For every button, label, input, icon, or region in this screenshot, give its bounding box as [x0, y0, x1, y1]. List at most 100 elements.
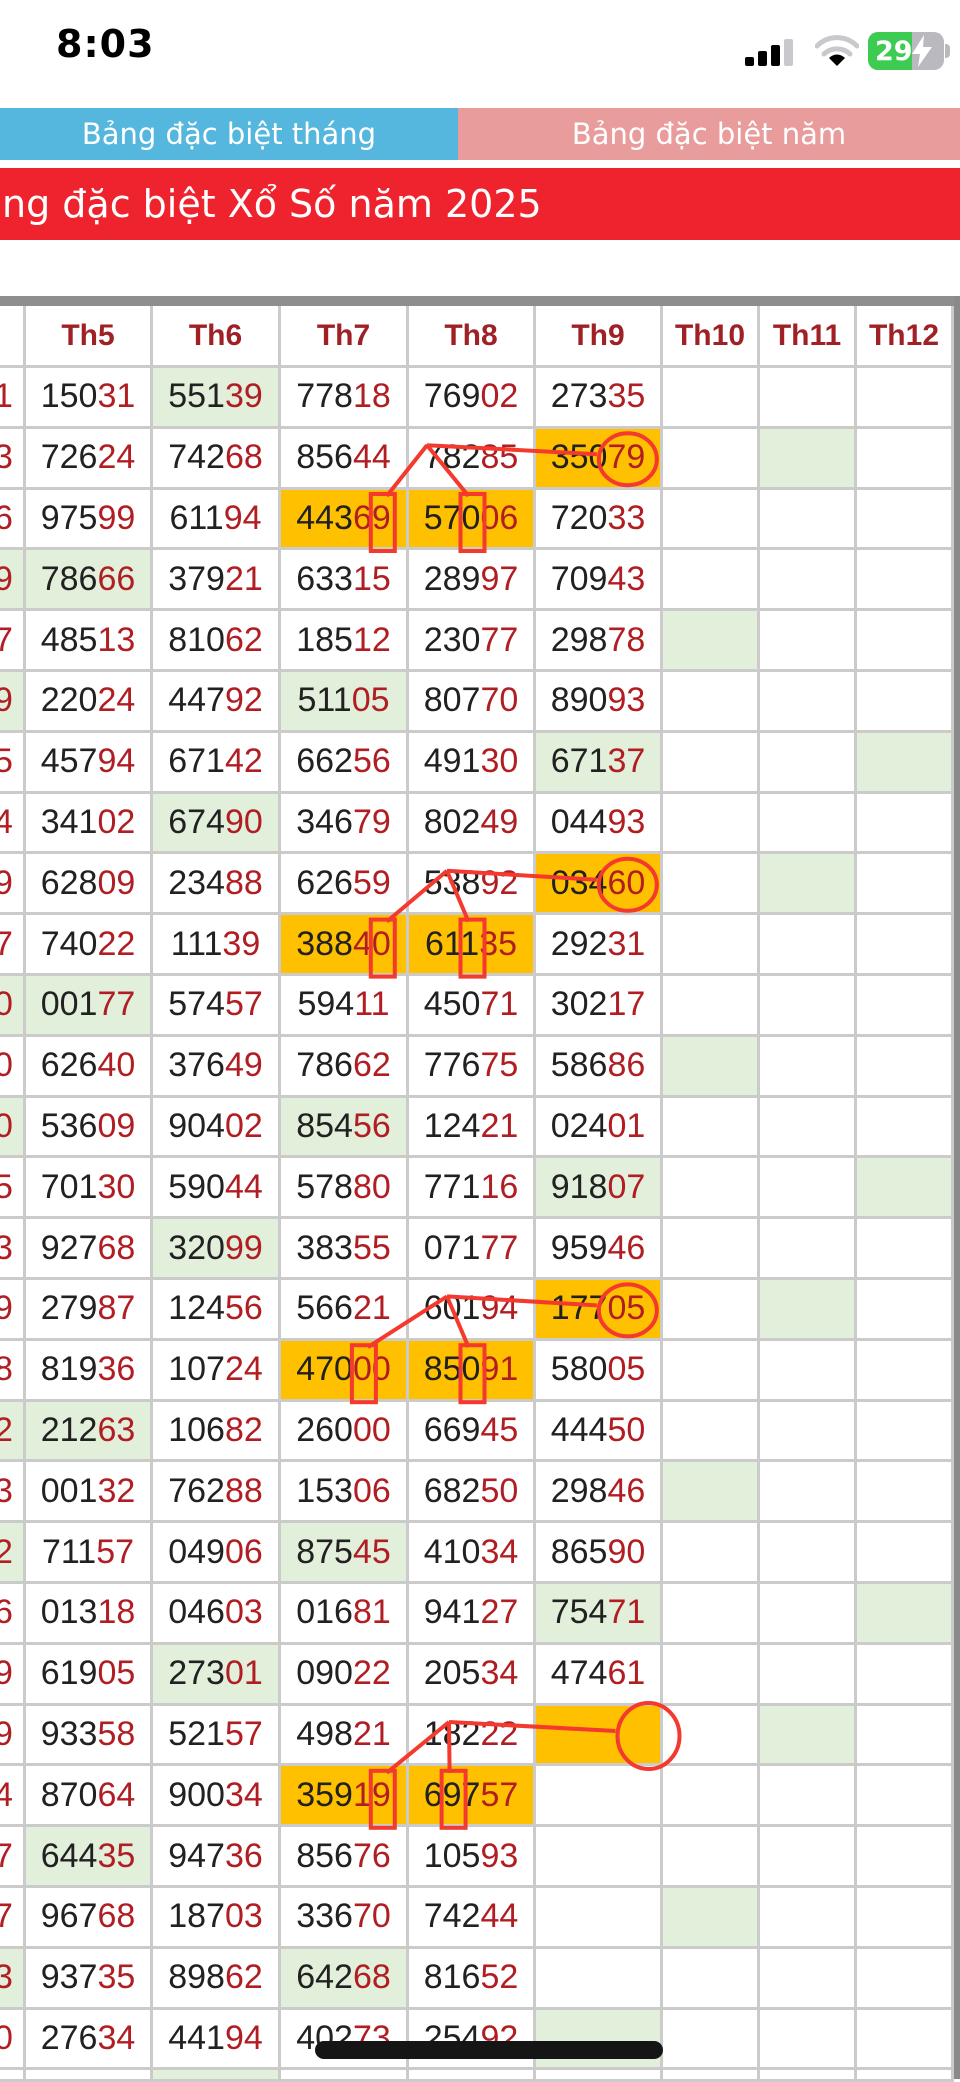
cell-r13-th7: 854 56	[281, 1097, 409, 1159]
cell-r11-partial: 0	[0, 975, 26, 1037]
cell-r7-th5: 457 94	[26, 732, 153, 794]
cell-r4-th7: 633 15	[281, 550, 409, 612]
cell-r7-partial: 5	[0, 732, 26, 794]
column-header-th10: Th10	[663, 306, 760, 368]
cell-r9-th7: 626 59	[281, 854, 409, 916]
cell-r23-th11	[760, 1705, 857, 1767]
cell-r20-th7: 875 45	[281, 1523, 409, 1584]
cell-r27-partial: 3	[0, 1948, 26, 2010]
cell-r4-th9: 709 43	[536, 550, 663, 612]
cell-r3-th5: 975 99	[26, 489, 153, 551]
cell-r19-th11	[760, 1462, 857, 1524]
cell-r10-th6: 111 39	[153, 915, 281, 976]
lightning-bolt-icon	[910, 35, 934, 72]
cell-r16-th9: 177 05	[536, 1279, 663, 1341]
scroll-indicator[interactable]	[315, 2041, 663, 2059]
cell-r11-th12	[857, 975, 954, 1037]
cell-r1-th12	[857, 368, 954, 429]
cell-r5-th10	[663, 611, 760, 672]
cell-r12-partial: 0	[0, 1036, 26, 1098]
cell-r21-th6: 046 03	[153, 1583, 281, 1645]
cell-r10-th7: 388 40	[281, 915, 409, 976]
cell-r14-th9: 918 07	[536, 1158, 663, 1220]
cell-r8-th8: 802 49	[409, 793, 536, 855]
cell-r20-th9: 865 90	[536, 1523, 663, 1584]
cell-r9-th10	[663, 854, 760, 916]
cell-r26-th10	[663, 1887, 760, 1949]
cellular-signal-icon	[745, 36, 805, 66]
cell-r17-th9: 580 05	[536, 1340, 663, 1402]
cell-r26-th12	[857, 1887, 954, 1949]
cell-r25-th6: 947 36	[153, 1827, 281, 1888]
cell-r18-th8: 669 45	[409, 1401, 536, 1463]
cell-r2-th9: 350 79	[536, 428, 663, 490]
cell-r13-th5: 536 09	[26, 1097, 153, 1159]
tab-bang-dac-biet-nam[interactable]: Bảng đặc biệt năm	[458, 108, 960, 160]
column-header-th11: Th11	[760, 306, 857, 368]
cell-r24-th10	[663, 1766, 760, 1828]
cell-r28-th9	[536, 2009, 663, 2071]
cell-r6-th10	[663, 671, 760, 733]
cell-r20-th5: 711 57	[26, 1523, 153, 1584]
cell-r16-th8: 601 94	[409, 1279, 536, 1341]
cell-next-row-partial	[153, 2070, 281, 2082]
cell-r21-th7: 016 81	[281, 1583, 409, 1645]
cell-r15-th6: 320 99	[153, 1219, 281, 1280]
status-bar: 8:03 29	[0, 0, 960, 106]
cell-r23-th12	[857, 1705, 954, 1767]
cell-r20-th11	[760, 1523, 857, 1584]
column-header-th8: Th8	[409, 306, 536, 368]
cell-r10-th5: 740 22	[26, 915, 153, 976]
cell-r21-th9: 754 71	[536, 1583, 663, 1645]
cell-r9-th9: 034 60	[536, 854, 663, 916]
cell-r17-partial: 8	[0, 1340, 26, 1402]
cell-r2-th7: 856 44	[281, 428, 409, 490]
cell-r28-th5: 276 34	[26, 2009, 153, 2071]
cell-r24-th12	[857, 1766, 954, 1828]
cell-r11-th6: 574 57	[153, 975, 281, 1037]
cell-r16-th6: 124 56	[153, 1279, 281, 1341]
tab-label: Bảng đặc biệt năm	[571, 117, 847, 151]
cell-r3-partial: 6	[0, 489, 26, 551]
tab-bang-dac-biet-thang[interactable]: Bảng đặc biệt tháng	[0, 108, 458, 160]
cell-r10-th12	[857, 915, 954, 976]
cell-r28-th12	[857, 2009, 954, 2071]
cell-r1-partial: 1	[0, 368, 26, 429]
cell-r16-th11	[760, 1279, 857, 1341]
cell-r11-th8: 450 71	[409, 975, 536, 1037]
cell-r16-th7: 566 21	[281, 1279, 409, 1341]
cell-r21-th12	[857, 1583, 954, 1645]
cell-r5-th8: 230 77	[409, 611, 536, 672]
cell-r7-th9: 671 37	[536, 732, 663, 794]
cell-r23-th10	[663, 1705, 760, 1767]
cell-r2-th10	[663, 428, 760, 490]
cell-r1-th10	[663, 368, 760, 429]
column-header-th9: Th9	[536, 306, 663, 368]
cell-r15-th10	[663, 1219, 760, 1280]
cell-r27-th12	[857, 1948, 954, 2010]
cell-r3-th8: 570 06	[409, 489, 536, 551]
cell-r2-th12	[857, 428, 954, 490]
cell-r21-th11	[760, 1583, 857, 1645]
cell-r14-th8: 771 16	[409, 1158, 536, 1220]
cell-r18-th5: 212 63	[26, 1401, 153, 1463]
header-cell-partial	[0, 306, 26, 368]
cell-r13-partial: 0	[0, 1097, 26, 1159]
cell-r3-th12	[857, 489, 954, 551]
tab-bar: Bảng đặc biệt tháng Bảng đặc biệt năm	[0, 108, 960, 160]
cell-r8-th9: 044 93	[536, 793, 663, 855]
cell-r14-th6: 590 44	[153, 1158, 281, 1220]
page-title-banner: ng đặc biệt Xổ Số năm 2025	[0, 168, 960, 240]
cell-r18-th9: 444 50	[536, 1401, 663, 1463]
cell-next-row-partial	[0, 2070, 26, 2082]
cell-r8-partial: 4	[0, 793, 26, 855]
cell-r1-th11	[760, 368, 857, 429]
cell-r28-th11	[760, 2009, 857, 2071]
cell-r18-th10	[663, 1401, 760, 1463]
cell-r20-th8: 410 34	[409, 1523, 536, 1584]
cell-r14-th10	[663, 1158, 760, 1220]
cell-r18-th11	[760, 1401, 857, 1463]
cell-r4-th10	[663, 550, 760, 612]
cell-r27-th8: 816 52	[409, 1948, 536, 2010]
cell-next-row-partial	[536, 2070, 663, 2082]
